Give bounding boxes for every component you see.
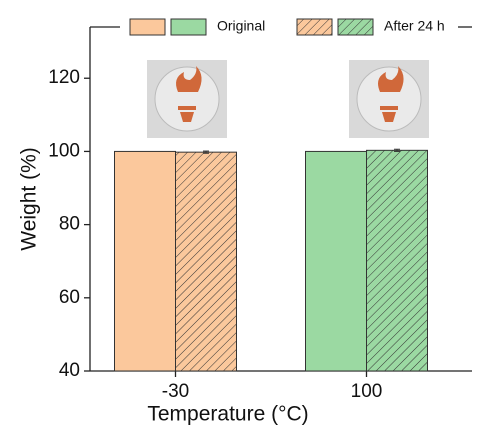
x-axis-title: Temperature (°C) (147, 403, 308, 426)
bar (114, 150, 176, 372)
bar (305, 150, 367, 372)
y-tick-label: 40 (59, 360, 80, 381)
bar (175, 151, 237, 372)
legend-swatch (170, 18, 207, 36)
x-tick-label: 100 (351, 381, 383, 402)
error-bar (203, 150, 209, 154)
bar (366, 149, 428, 372)
legend-label: After 24 h (384, 18, 445, 34)
y-tick-label: 60 (59, 287, 80, 308)
legend-swatch (337, 18, 374, 36)
photo (147, 60, 227, 138)
y-tick-label: 120 (48, 67, 80, 88)
y-tick-label: 80 (59, 214, 80, 235)
legend-swatch (129, 18, 166, 36)
y-tick-label: 100 (48, 140, 80, 161)
y-axis-title: Weight (%) (18, 147, 41, 250)
error-bar (394, 148, 400, 152)
x-tick-label: -30 (162, 381, 189, 402)
legend-label: Original (217, 18, 265, 34)
legend-swatch (296, 18, 333, 36)
photo (349, 60, 429, 138)
